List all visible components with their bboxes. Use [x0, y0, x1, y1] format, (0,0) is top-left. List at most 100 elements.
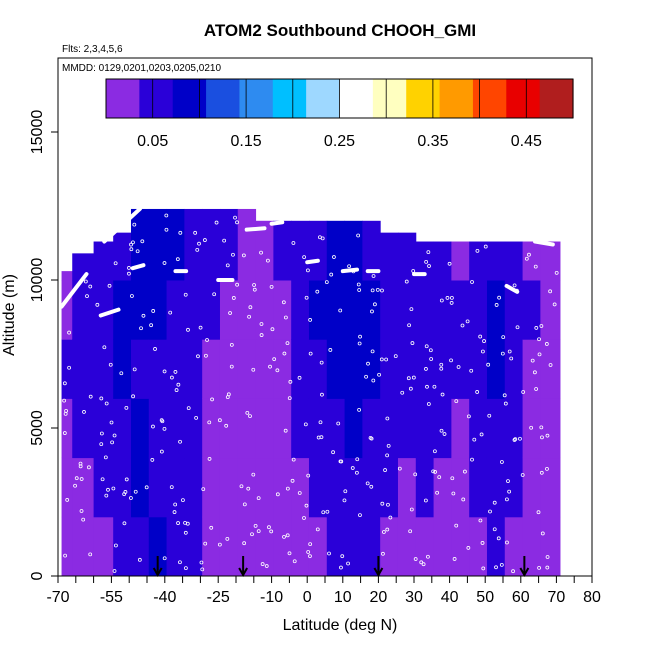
sample-point — [172, 510, 177, 514]
y-tick-label: 15000 — [29, 110, 46, 155]
colorbar-segment — [139, 79, 174, 118]
sample-point — [242, 502, 247, 507]
flights-label: Flts: 2,3,4,5,6 — [62, 44, 123, 55]
sample-point — [439, 366, 444, 371]
sample-point — [259, 333, 264, 337]
sample-point — [144, 485, 149, 490]
sample-point — [229, 364, 234, 369]
sample-point — [419, 560, 424, 565]
heatmap-cell — [237, 516, 257, 577]
sample-point — [135, 249, 140, 254]
flight-track — [244, 226, 267, 232]
sample-point — [501, 335, 506, 340]
heatmap-cell — [486, 398, 506, 459]
heatmap-cell — [540, 339, 561, 399]
sample-point — [356, 282, 361, 287]
sample-point — [252, 283, 256, 287]
colorbar-tick-label: 0.45 — [511, 133, 542, 150]
sample-point — [196, 354, 200, 359]
sample-point — [231, 252, 235, 257]
sample-point — [287, 396, 292, 401]
sample-point — [74, 476, 79, 481]
sample-point — [178, 439, 182, 444]
sample-point — [463, 469, 467, 474]
heatmap-cell — [504, 398, 524, 459]
sample-point — [302, 516, 306, 520]
sample-point — [268, 364, 272, 369]
sample-point — [407, 323, 411, 328]
x-tick-label: 0 — [303, 589, 312, 606]
sample-point — [452, 557, 457, 561]
sample-point — [195, 247, 200, 252]
sample-point — [266, 258, 270, 263]
sample-point — [383, 468, 387, 472]
sample-point — [67, 365, 71, 370]
sample-point — [123, 490, 128, 494]
heatmap-cell — [166, 339, 185, 399]
sample-point — [63, 553, 67, 558]
sample-point — [371, 274, 376, 278]
heatmap-cell — [451, 516, 470, 577]
heatmap-cell — [237, 339, 257, 399]
heatmap-cell — [93, 516, 114, 577]
surface-marker — [152, 556, 163, 578]
sample-point — [88, 284, 93, 289]
sample-point — [530, 358, 535, 363]
x-tick-label: -55 — [100, 589, 123, 606]
sample-point — [478, 518, 483, 523]
sample-point — [439, 362, 444, 367]
heatmap-cell — [166, 280, 185, 340]
y-axis-label: Altitude (m) — [1, 274, 18, 356]
sample-point — [275, 492, 280, 497]
sample-point — [132, 222, 137, 227]
heatmap-cell — [362, 457, 381, 518]
sample-point — [228, 311, 232, 315]
colorbar-segments — [106, 79, 574, 118]
sample-point — [385, 453, 390, 458]
heatmap-cell — [291, 457, 310, 518]
sample-point — [127, 271, 131, 276]
sample-point — [251, 367, 256, 372]
sample-point — [548, 289, 553, 294]
sample-point — [408, 529, 413, 534]
sample-point — [486, 362, 491, 367]
sample-point — [162, 261, 167, 265]
y-axis: 0 5000 10000 15000 — [29, 110, 58, 580]
sample-point — [539, 470, 544, 475]
sample-point — [315, 289, 320, 294]
sample-point — [119, 371, 124, 376]
sample-point — [104, 493, 109, 498]
dates-label: MMDD: 0129,0201,0203,0205,0210 — [62, 63, 221, 74]
sample-point — [554, 270, 559, 275]
sample-point — [413, 557, 418, 561]
sample-point — [140, 239, 145, 244]
sample-point — [104, 401, 109, 406]
heatmap-cell — [255, 398, 274, 459]
heatmap-cell — [362, 220, 381, 281]
heatmap-cell — [540, 457, 561, 518]
sample-point — [482, 339, 486, 343]
surface-marker — [519, 556, 530, 578]
sample-point — [426, 250, 431, 255]
sample-point — [451, 491, 456, 496]
heatmap-cell — [380, 457, 399, 518]
heatmap-cell — [344, 398, 363, 459]
heatmap-cell — [148, 516, 168, 577]
sample-point — [494, 303, 499, 307]
sample-point — [178, 560, 182, 565]
sample-point — [186, 327, 190, 332]
sample-point — [357, 407, 362, 412]
sample-point — [539, 425, 544, 430]
heatmap-cell — [522, 398, 541, 459]
sample-point — [439, 298, 444, 303]
heatmap-cell — [308, 516, 328, 577]
sample-point — [178, 230, 183, 235]
sample-point — [537, 565, 541, 570]
heatmap-cell — [469, 516, 488, 577]
sample-point — [432, 384, 437, 389]
sample-point — [369, 436, 374, 441]
colorbar-segment — [272, 79, 307, 118]
sample-point — [320, 236, 325, 241]
sample-point — [507, 489, 512, 494]
x-tick-label: 30 — [405, 589, 423, 606]
